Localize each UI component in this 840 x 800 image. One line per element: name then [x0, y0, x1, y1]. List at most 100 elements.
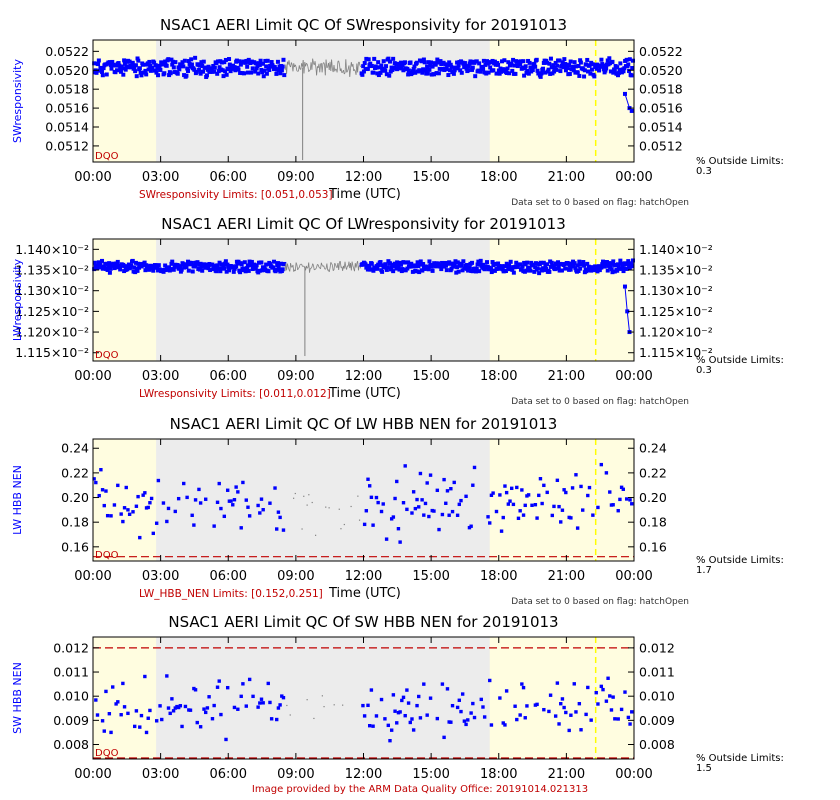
data-point	[104, 689, 108, 694]
data-point	[443, 62, 448, 67]
data-point	[444, 268, 449, 273]
data-point	[99, 67, 104, 72]
data-point	[209, 66, 214, 71]
data-point	[217, 481, 221, 486]
data-point	[479, 697, 483, 702]
grey-trace	[325, 59, 328, 68]
data-point	[519, 267, 524, 272]
data-point	[499, 69, 504, 74]
data-point	[629, 73, 634, 78]
data-point	[374, 495, 379, 500]
grey-trace	[349, 68, 351, 77]
data-point	[574, 64, 579, 69]
data-point	[567, 63, 572, 68]
data-point	[504, 490, 509, 495]
data-point	[234, 264, 239, 269]
data-point	[381, 502, 385, 506]
data-point	[381, 59, 386, 64]
data-point	[387, 261, 392, 266]
data-point	[550, 513, 554, 518]
data-point	[207, 695, 211, 699]
data-point	[212, 524, 216, 528]
data-point	[104, 72, 109, 77]
data-point	[447, 68, 452, 73]
data-point	[371, 724, 375, 728]
data-point	[451, 71, 456, 76]
data-point	[485, 59, 490, 64]
y-tick-label-right: 1.140×10⁻²	[639, 242, 713, 257]
data-point	[420, 70, 425, 75]
data-point	[189, 260, 194, 265]
data-point	[138, 535, 142, 540]
data-point	[600, 262, 605, 267]
grey-trace	[309, 268, 311, 273]
data-point	[576, 63, 581, 68]
data-point	[156, 263, 161, 268]
data-point	[599, 684, 604, 689]
data-point	[569, 516, 573, 520]
data-point	[597, 68, 602, 73]
data-point	[189, 62, 194, 67]
data-point	[134, 709, 139, 713]
data-point	[204, 73, 209, 78]
x-tick-label: 15:00	[412, 170, 449, 185]
data-point	[162, 71, 167, 76]
data-point	[552, 267, 557, 272]
data-point	[411, 728, 416, 732]
data-point	[208, 268, 213, 273]
data-point	[548, 56, 553, 61]
data-point	[92, 260, 97, 265]
y-tick-label-left: 0.0518	[45, 82, 89, 97]
data-point	[616, 71, 621, 76]
data-point	[267, 67, 272, 72]
data-point	[133, 260, 138, 265]
data-point	[425, 64, 430, 69]
data-point	[163, 59, 168, 64]
data-point	[452, 263, 457, 268]
data-point	[542, 483, 546, 488]
grey-trace	[344, 261, 347, 268]
data-point	[544, 266, 549, 271]
data-point	[436, 71, 441, 76]
data-point	[520, 682, 524, 686]
data-point	[477, 61, 482, 66]
grey-trace	[290, 62, 293, 65]
data-point	[530, 68, 535, 73]
data-point	[630, 264, 635, 269]
data-point	[366, 703, 370, 708]
grey-trace	[326, 66, 328, 69]
drop-trace	[624, 93, 630, 109]
data-point	[525, 260, 530, 265]
x-tick-label: 00:00	[615, 170, 652, 185]
y-tick-label-right: 0.012	[639, 640, 675, 655]
data-point	[474, 59, 479, 64]
data-point	[231, 269, 236, 274]
x-tick-label: 12:00	[345, 767, 382, 782]
grey-trace	[326, 263, 329, 271]
data-point	[481, 66, 486, 71]
data-point	[225, 488, 230, 492]
data-point	[591, 513, 595, 517]
data-point	[215, 685, 220, 689]
data-point	[439, 62, 444, 67]
data-point	[246, 268, 251, 273]
data-point	[171, 267, 176, 272]
data-point	[464, 494, 468, 499]
data-point	[401, 695, 406, 700]
data-point	[405, 688, 409, 692]
y-tick-label-left: 0.22	[61, 465, 89, 480]
data-point	[188, 64, 193, 69]
data-point	[106, 264, 111, 269]
data-point	[401, 68, 406, 73]
data-point	[551, 263, 556, 268]
outside-limits-value: 1.7	[696, 565, 712, 576]
data-point	[154, 521, 159, 525]
data-point	[107, 60, 112, 65]
data-point	[460, 692, 465, 696]
y-tick-label-right: 0.0522	[639, 44, 683, 59]
data-point	[156, 73, 161, 78]
data-point	[198, 261, 203, 266]
data-point	[616, 717, 620, 721]
data-point	[135, 56, 140, 61]
x-tick-label: 00:00	[615, 369, 652, 384]
